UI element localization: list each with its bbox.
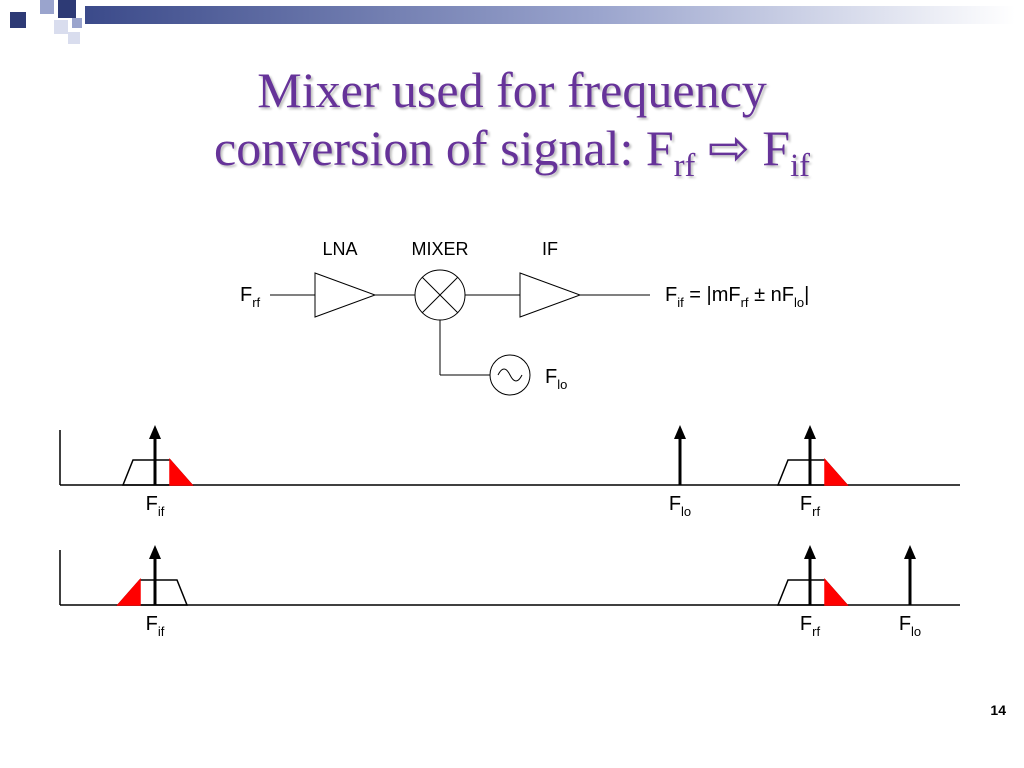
mixer-equation: Fif = |mFrf ± nFlo| bbox=[665, 284, 809, 310]
spectrum2-flo-label: Flo bbox=[899, 613, 921, 639]
header-svg bbox=[0, 0, 1024, 50]
spectrum1-fif-label: Fif bbox=[146, 493, 165, 519]
spectrum1-flo: Flo bbox=[669, 425, 691, 519]
mixer-label: MIXER bbox=[411, 239, 468, 259]
spectrum2-frf-label: Frf bbox=[800, 613, 821, 639]
spectrum-row-2: Fif Frf Flo bbox=[60, 545, 960, 639]
input-signal-label: Frf bbox=[240, 284, 261, 310]
red-sideband-icon bbox=[825, 580, 847, 605]
red-sideband-icon bbox=[118, 580, 140, 605]
spectrum2-fif: Fif bbox=[118, 545, 187, 639]
red-sideband-icon bbox=[170, 460, 192, 485]
title-line1: Mixer used for frequency bbox=[257, 62, 767, 118]
title-line2: conversion of signal: Frf ⇨ Fif bbox=[214, 120, 810, 176]
spectrum-row-1: Fif Flo Frf bbox=[60, 425, 960, 519]
spectrum1-flo-label: Flo bbox=[669, 493, 691, 519]
red-sideband-icon bbox=[825, 460, 847, 485]
if-label: IF bbox=[542, 239, 558, 259]
spectrum2-frf: Frf bbox=[778, 545, 847, 639]
diagram-svg: LNA MIXER IF Frf Fif = |mFrf ± nFlo| Flo bbox=[40, 235, 984, 665]
block-diagram: LNA MIXER IF Frf Fif = |mFrf ± nFlo| Flo bbox=[240, 239, 809, 395]
slide-header-decor bbox=[0, 0, 1024, 30]
page-number: 14 bbox=[990, 702, 1006, 718]
if-amp-symbol bbox=[520, 273, 580, 317]
spectrum1-frf-label: Frf bbox=[800, 493, 821, 519]
spectrum1-frf: Frf bbox=[778, 425, 847, 519]
mixer-diagram: LNA MIXER IF Frf Fif = |mFrf ± nFlo| Flo bbox=[40, 235, 984, 665]
lo-label: Flo bbox=[545, 366, 567, 392]
lna-label: LNA bbox=[322, 239, 357, 259]
lna-symbol bbox=[315, 273, 375, 317]
spectrum2-flo: Flo bbox=[899, 545, 921, 639]
slide-title: Mixer used for frequency conversion of s… bbox=[0, 62, 1024, 177]
spectrum2-fif-label: Fif bbox=[146, 613, 165, 639]
spectrum1-fif: Fif bbox=[123, 425, 192, 519]
